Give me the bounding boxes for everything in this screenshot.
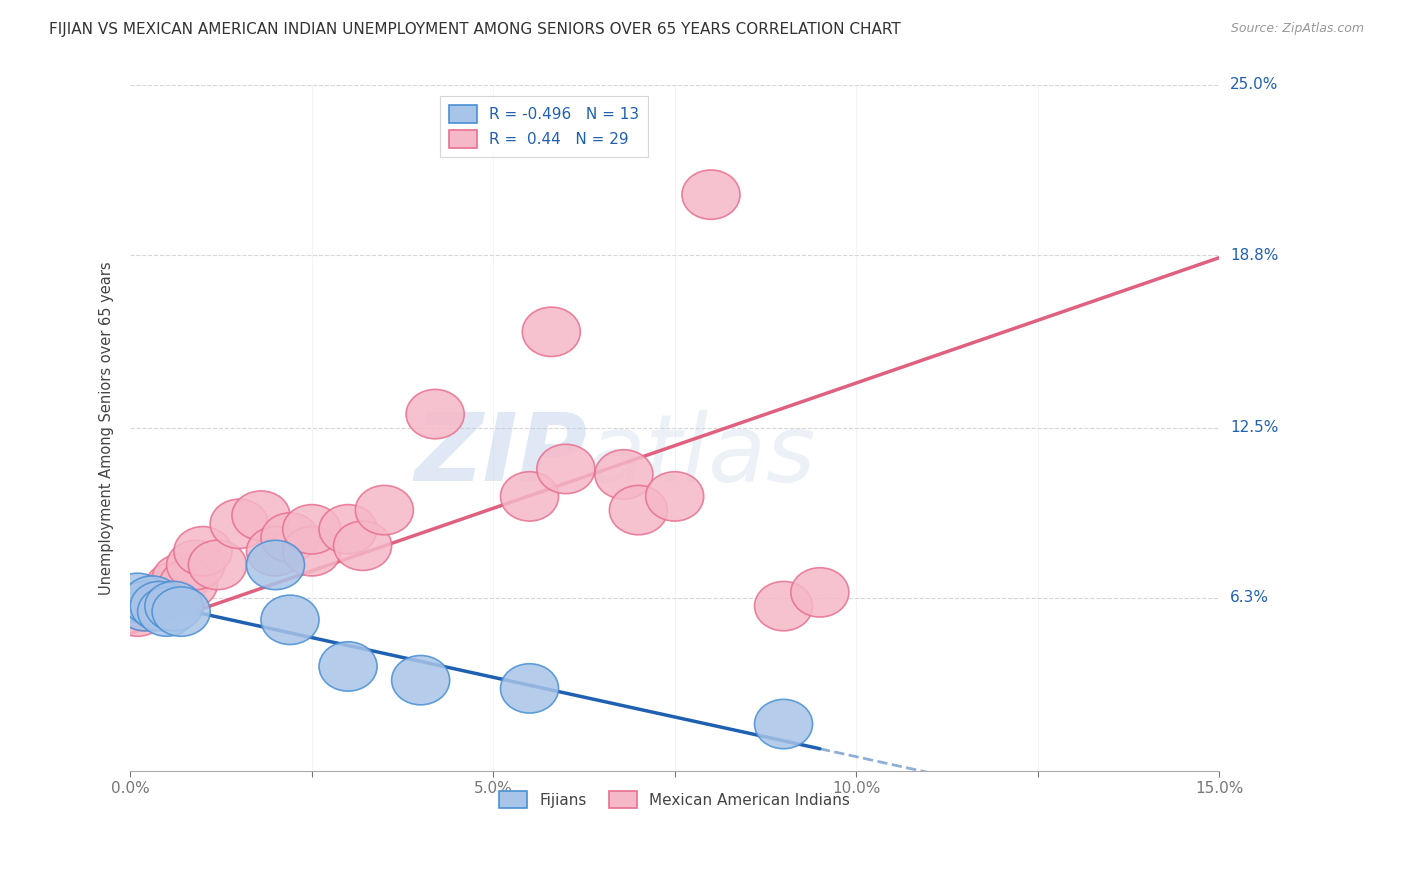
Text: 12.5%: 12.5% [1230, 420, 1278, 435]
Ellipse shape [755, 582, 813, 631]
Ellipse shape [319, 505, 377, 554]
Y-axis label: Unemployment Among Seniors over 65 years: Unemployment Among Seniors over 65 years [100, 261, 114, 595]
Ellipse shape [682, 170, 740, 219]
Ellipse shape [108, 587, 167, 636]
Ellipse shape [501, 472, 558, 521]
Ellipse shape [145, 582, 202, 631]
Ellipse shape [595, 450, 652, 500]
Ellipse shape [609, 485, 668, 535]
Ellipse shape [115, 582, 174, 631]
Ellipse shape [356, 485, 413, 535]
Text: 6.3%: 6.3% [1230, 591, 1270, 606]
Text: 25.0%: 25.0% [1230, 78, 1278, 93]
Ellipse shape [232, 491, 290, 541]
Ellipse shape [319, 641, 377, 691]
Ellipse shape [262, 595, 319, 645]
Ellipse shape [115, 582, 174, 631]
Text: 18.8%: 18.8% [1230, 247, 1278, 262]
Ellipse shape [159, 559, 218, 609]
Ellipse shape [645, 472, 704, 521]
Ellipse shape [138, 587, 195, 636]
Ellipse shape [124, 576, 181, 625]
Ellipse shape [283, 526, 340, 576]
Text: FIJIAN VS MEXICAN AMERICAN INDIAN UNEMPLOYMENT AMONG SENIORS OVER 65 YEARS CORRE: FIJIAN VS MEXICAN AMERICAN INDIAN UNEMPL… [49, 22, 901, 37]
Ellipse shape [174, 526, 232, 576]
Text: atlas: atlas [588, 409, 815, 500]
Ellipse shape [131, 582, 188, 631]
Text: Source: ZipAtlas.com: Source: ZipAtlas.com [1230, 22, 1364, 36]
Ellipse shape [131, 574, 188, 623]
Ellipse shape [152, 554, 209, 603]
Ellipse shape [167, 541, 225, 590]
Ellipse shape [392, 656, 450, 705]
Ellipse shape [209, 500, 269, 549]
Ellipse shape [152, 587, 209, 636]
Ellipse shape [188, 541, 246, 590]
Ellipse shape [124, 576, 181, 625]
Ellipse shape [790, 567, 849, 617]
Ellipse shape [537, 444, 595, 493]
Ellipse shape [406, 390, 464, 439]
Ellipse shape [145, 562, 202, 612]
Ellipse shape [283, 505, 340, 554]
Ellipse shape [262, 513, 319, 562]
Legend: Fijians, Mexican American Indians: Fijians, Mexican American Indians [494, 785, 856, 814]
Ellipse shape [755, 699, 813, 748]
Text: ZIP: ZIP [415, 409, 588, 501]
Ellipse shape [246, 541, 305, 590]
Ellipse shape [108, 574, 167, 623]
Ellipse shape [501, 664, 558, 713]
Ellipse shape [522, 307, 581, 357]
Ellipse shape [333, 521, 392, 571]
Ellipse shape [246, 526, 305, 576]
